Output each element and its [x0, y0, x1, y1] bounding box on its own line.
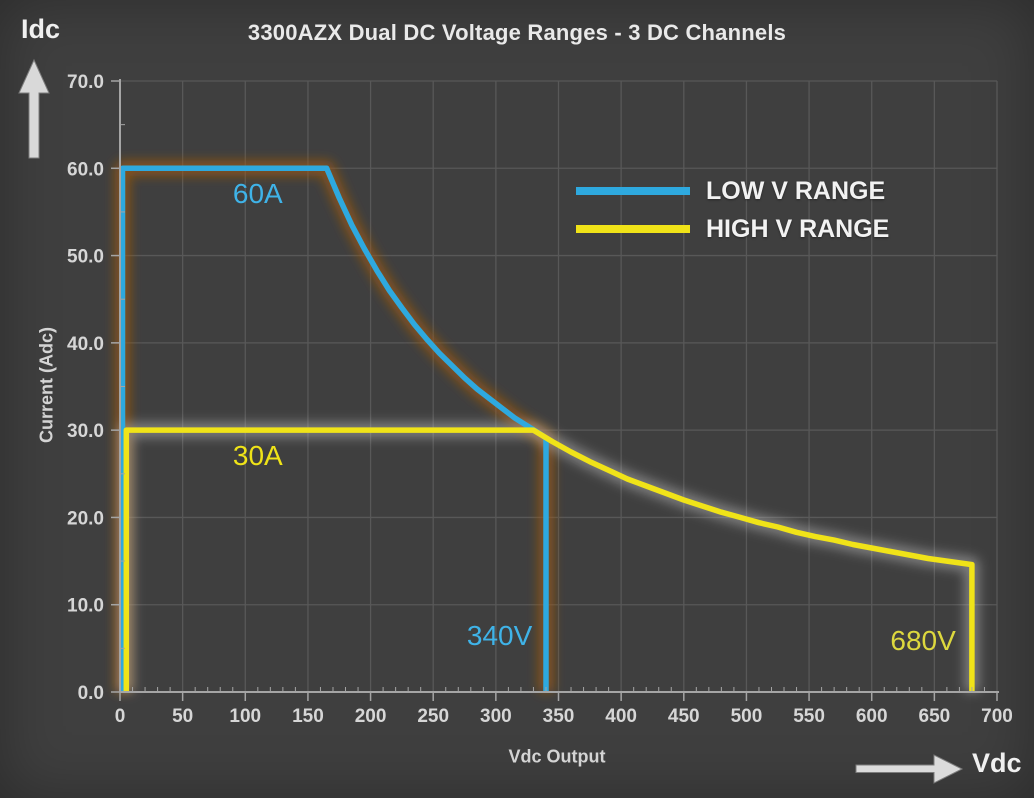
idc-axis-label: Idc: [21, 14, 61, 44]
tick-label-layer: 0 50 100 150 200 250 300 350 400 450 500 550 600 650 7…: [67, 72, 1013, 727]
x-tick-label: 700: [981, 706, 1013, 727]
grid-layer: [120, 80, 998, 692]
annotation-60a: 60A: [232, 178, 283, 210]
x-tick-label: 550: [793, 706, 825, 727]
legend-item-low-v-range: LOW V RANGE: [576, 176, 889, 206]
x-tick-label: 400: [605, 706, 637, 727]
y-tick-label: 20.0: [67, 508, 104, 529]
x-tick-label: 200: [355, 706, 387, 727]
legend-line-high-v-range-icon: [576, 225, 690, 233]
legend-label-low-v-range: LOW V RANGE: [706, 176, 886, 205]
right-arrow-icon: [855, 754, 964, 784]
y-tick-label: 60.0: [67, 159, 104, 180]
legend: LOW V RANGE HIGH V RANGE: [576, 176, 889, 252]
y-tick-label: 40.0: [67, 334, 104, 355]
x-tick-label: 150: [292, 706, 324, 727]
x-tick-label: 0: [115, 706, 126, 727]
x-tick-label: 100: [229, 706, 261, 727]
series-line-0: [119, 165, 549, 692]
x-axis-title: Vdc Output: [508, 746, 606, 767]
annotation-30a: 30A: [232, 440, 283, 472]
y-tick-label: 0.0: [78, 683, 104, 704]
x-tick-label: 450: [668, 706, 700, 727]
annotation-680v: 680V: [890, 625, 956, 657]
vdc-axis-label: Vdc: [972, 748, 1022, 778]
y-tick-label: 70.0: [67, 72, 104, 93]
y-tick-label: 30.0: [67, 421, 104, 442]
axis-layer: [111, 79, 999, 701]
legend-item-high-v-range: HIGH V RANGE: [576, 214, 889, 244]
up-arrow-icon: [18, 58, 50, 159]
x-tick-label: 600: [856, 706, 888, 727]
x-tick-label: 50: [172, 706, 193, 727]
legend-label-high-v-range: HIGH V RANGE: [706, 214, 890, 243]
x-tick-label: 500: [731, 706, 763, 727]
y-axis-title: Current (Adc): [36, 327, 57, 443]
x-tick-label: 300: [480, 706, 512, 727]
annotation-340v: 340V: [466, 620, 533, 652]
series-line-1: [123, 427, 975, 692]
x-tick-label: 650: [919, 706, 951, 727]
y-tick-label: 50.0: [67, 247, 104, 268]
chart-title: 3300AZX Dual DC Voltage Ranges - 3 DC Ch…: [247, 20, 787, 45]
legend-line-low-v-range-icon: [576, 187, 690, 195]
x-tick-label: 250: [417, 706, 449, 727]
curve-layer: [119, 165, 975, 692]
y-tick-label: 10.0: [67, 596, 104, 617]
x-tick-label: 350: [543, 706, 575, 727]
